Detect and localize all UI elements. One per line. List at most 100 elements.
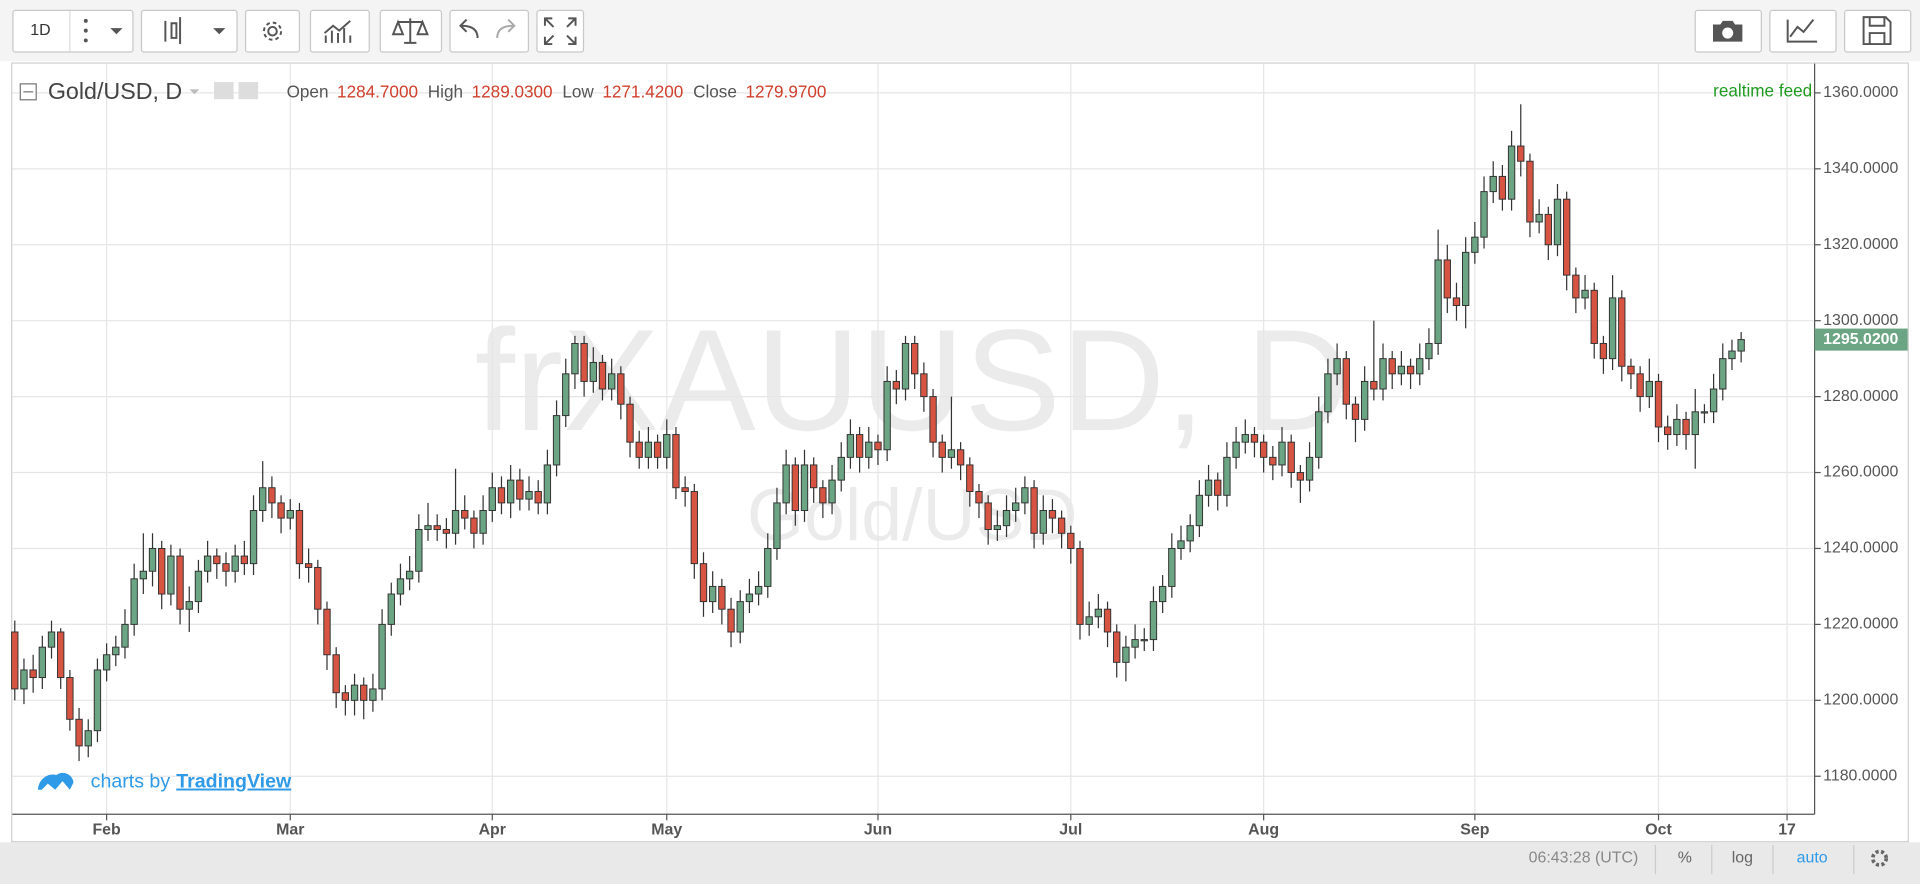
candle-body [84,730,92,747]
log-toggle[interactable]: log [1732,849,1753,866]
candle-body [20,669,28,690]
candle-body [1012,502,1020,511]
candle-body [1177,540,1185,549]
candle-body [1122,646,1130,663]
candle-body [158,547,166,595]
candle-body [1287,441,1295,474]
x-tick-label: Mar [276,821,304,838]
candle-body [1572,274,1580,299]
plot-area: frXAUUSD, DGold/USD1180.00001200.0000122… [11,63,1908,838]
candle-body [323,608,331,656]
series-title: Gold/USD, D [48,78,182,104]
undo-redo-button[interactable] [449,9,530,53]
candle-body [249,510,258,565]
candle-body [727,608,735,633]
candle-body [1553,198,1562,246]
candle-body [1654,380,1663,428]
candle-body [929,396,937,443]
chart-style-button[interactable] [140,9,238,53]
candle-body [1517,145,1525,162]
candle-body [203,555,212,572]
candle-body [1195,494,1204,527]
candle-body [1498,175,1507,200]
candle-body [1434,259,1442,344]
candle-body [461,510,469,519]
percent-toggle[interactable]: % [1678,849,1692,866]
candle-body [442,528,451,534]
y-tick-label: 1280.0000 [1823,388,1898,405]
last-price-label: 1295.0200 [1823,331,1898,348]
candle-body [865,441,873,458]
candle-body [1140,639,1148,642]
candle-body [1379,358,1387,390]
auto-toggle[interactable]: auto [1797,849,1828,866]
y-tick-label: 1180.0000 [1823,767,1897,784]
candle-body [66,677,74,720]
indicators-icon [323,20,352,43]
x-tick-label: May [651,821,682,838]
save-button[interactable] [1844,9,1912,53]
candle-body [644,441,653,458]
candle-body [268,487,276,504]
candle-body [1452,297,1461,306]
candle-body [1223,456,1231,496]
candle-body [1259,441,1268,458]
candle-body [956,449,965,466]
branding-link[interactable]: TradingView [176,771,292,793]
settings-button[interactable] [244,9,301,53]
candle-body [1039,510,1047,534]
candle-body [1214,479,1222,496]
y-tick-label: 1300.0000 [1823,312,1898,329]
legend-value: 1284.7000 [337,82,418,102]
candle-body [1535,213,1543,223]
legend-label: Open [287,82,329,102]
candle-body [846,434,855,458]
interval-button[interactable] [12,9,134,53]
candle-body [874,441,882,451]
candle-body [1168,547,1176,587]
candle-body [451,510,460,534]
camera-lens [1722,27,1734,39]
candle-body [562,373,570,417]
candle-body [901,342,910,390]
compare-icon [391,18,429,44]
candle-body [47,631,56,648]
x-tick-label: Apr [479,821,506,838]
candle-body [1507,145,1516,200]
x-tick-label: Aug [1248,821,1279,838]
x-tick-label: Sep [1460,821,1489,838]
candle-body [1278,441,1286,466]
settings-gear[interactable] [1870,849,1889,867]
candle-body [75,718,83,747]
candle-body [745,593,754,603]
candle-body [1094,608,1103,618]
candle-body [259,487,267,511]
candle-body [57,631,65,679]
candle-body [185,601,193,610]
candle-body [424,525,432,530]
dropdown-arrow [110,28,123,35]
candle-body [148,547,157,572]
candle-body [1700,411,1709,414]
candle-body [764,547,772,587]
candle-body [470,517,478,534]
candle-body [213,555,221,565]
candle-body [1204,479,1213,496]
fullscreen-button[interactable] [536,9,585,53]
candle-body [1351,403,1360,420]
candle-body [883,380,891,451]
candle-body [194,570,203,603]
candle-body [332,654,340,694]
candle-body [341,692,350,701]
candle-body [11,631,19,690]
candle-body [240,555,249,565]
candle-body [1076,547,1084,625]
candle-body [1388,358,1396,375]
candle-body [617,373,625,405]
candle-body [773,502,781,549]
candle-body [378,623,386,690]
candle-body [176,555,184,610]
candle-body [800,464,809,511]
branding-text: charts by [91,771,171,793]
candle-body [543,464,552,504]
